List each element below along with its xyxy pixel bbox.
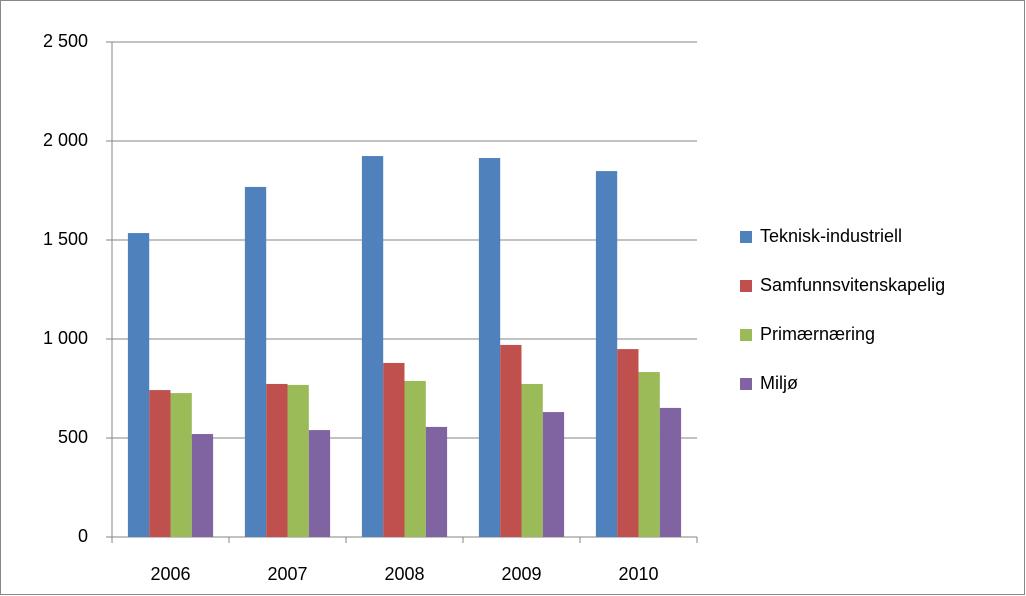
x-tick-label: 2008	[384, 564, 424, 584]
x-tick-label: 2007	[267, 564, 307, 584]
bar	[425, 426, 448, 537]
bar	[521, 383, 543, 537]
bar	[638, 372, 660, 537]
bar	[478, 158, 501, 537]
bar	[500, 344, 522, 537]
legend-swatch	[740, 280, 752, 292]
bar	[659, 407, 682, 537]
legend-label: Primærnæring	[760, 324, 875, 344]
bar	[127, 233, 150, 537]
legend-swatch	[740, 378, 752, 390]
bar	[542, 412, 565, 537]
x-tick-label: 2009	[501, 564, 541, 584]
bar	[308, 430, 331, 537]
bar	[287, 384, 309, 537]
y-tick-label: 1 500	[43, 229, 88, 249]
bar	[617, 349, 639, 537]
legend-label: Teknisk-industriell	[760, 226, 902, 246]
bar	[361, 156, 384, 537]
x-tick-label: 2006	[150, 564, 190, 584]
x-tick-label: 2010	[618, 564, 658, 584]
bar	[595, 171, 618, 537]
legend-label: Samfunnsvitenskapelig	[760, 275, 945, 295]
bar	[266, 383, 288, 537]
y-tick-label: 2 500	[43, 31, 88, 51]
y-tick-label: 0	[78, 526, 88, 546]
bar	[170, 393, 192, 537]
bar	[383, 362, 405, 537]
bar	[404, 380, 426, 537]
y-tick-label: 500	[58, 427, 88, 447]
bar	[149, 390, 171, 537]
y-tick-label: 2 000	[43, 130, 88, 150]
bar	[244, 186, 267, 537]
y-tick-label: 1 000	[43, 328, 88, 348]
legend-swatch	[740, 329, 752, 341]
legend-label: Miljø	[760, 373, 798, 393]
legend-swatch	[740, 231, 752, 243]
bar	[191, 434, 214, 537]
